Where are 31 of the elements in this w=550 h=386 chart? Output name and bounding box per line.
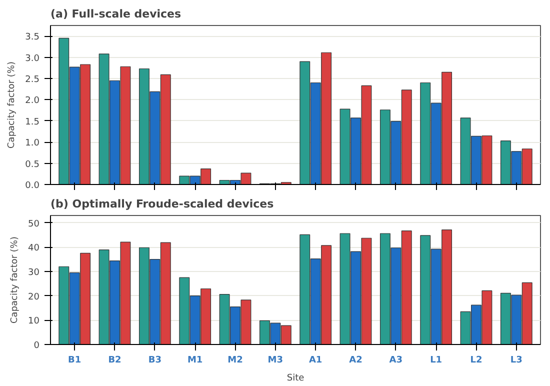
y-tick-label: 50 — [28, 219, 40, 230]
x-tick-label: B1 — [68, 356, 82, 366]
x-tick-label: A3 — [389, 356, 403, 366]
y-tick-label: 40 — [28, 244, 40, 254]
y-tick-label: 1.0 — [25, 138, 40, 149]
y-axis-title: Capacity factor (%) — [10, 236, 20, 324]
y-tick-label: 0.5 — [25, 160, 40, 170]
x-tick-label: M1 — [187, 356, 203, 366]
x-tick-label: L3 — [510, 356, 522, 366]
x-tick-label: A1 — [308, 356, 322, 366]
chart-title: (b) Optimally Froude-scaled devices — [50, 198, 274, 210]
y-tick-label: 3.0 — [25, 54, 40, 64]
y-tick-label: 2.0 — [25, 96, 40, 106]
y-tick-label: 30 — [28, 268, 40, 278]
x-tick-label: A2 — [349, 356, 362, 366]
y-tick-label: 10 — [28, 316, 40, 327]
chart-title: (a) Full-scale devices — [50, 8, 182, 20]
y-tick-label: 0 — [34, 341, 40, 351]
y-tick-label: 20 — [28, 292, 40, 302]
x-tick-label: M3 — [268, 356, 284, 366]
x-tick-label: L2 — [470, 356, 482, 366]
x-axis-title: Site — [286, 374, 305, 384]
x-tick-label: B2 — [108, 356, 122, 366]
y-tick-label: 0.0 — [25, 181, 40, 191]
y-axis-title: Capacity factor (%) — [7, 61, 18, 148]
y-tick-label: 2.5 — [25, 75, 40, 85]
x-tick-label: M2 — [228, 356, 243, 366]
x-tick-label: B3 — [148, 356, 162, 366]
y-tick-label: 3.5 — [25, 32, 40, 43]
y-tick-label: 1.5 — [25, 117, 40, 128]
x-tick-label: L1 — [430, 356, 442, 366]
